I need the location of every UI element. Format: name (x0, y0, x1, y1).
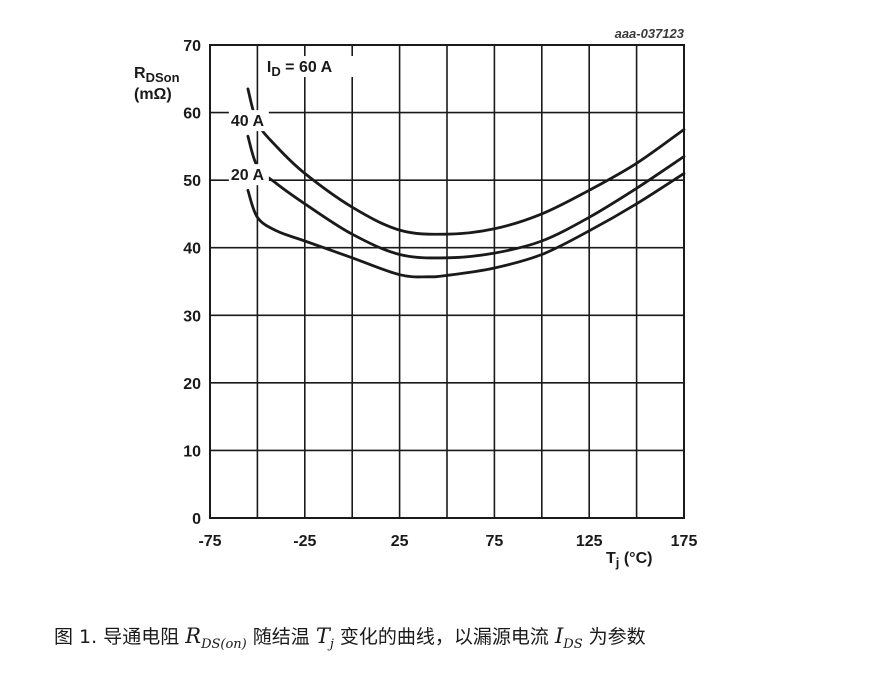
series-label-background (228, 164, 269, 186)
x-tick-labels: -75 -25 25 75 125 175 (198, 533, 697, 550)
rdson-vs-tj-chart: 0 10 20 30 40 50 60 70 -75 -25 25 75 125 175 ID = 60… (134, 26, 697, 570)
caption-mid2: 变化的曲线，以漏源电流 (333, 626, 555, 648)
figure-caption: 图 1. 导通电阻 RDS(on) 随结温 Tj 变化的曲线，以漏源电流 IDS… (54, 622, 646, 652)
caption-ids: IDS (554, 624, 583, 652)
x-tick-label: 25 (391, 533, 409, 550)
series-labels: ID = 60 A 40 A 20 A (228, 56, 355, 186)
series-label: 40 A (231, 113, 265, 130)
series-label-value: = 60 A (281, 59, 333, 76)
caption-tj: Tj (315, 624, 334, 652)
grid (210, 45, 684, 518)
series-label: ID = 60 A (267, 59, 333, 79)
caption-rdson: RDS(on) (185, 624, 246, 652)
caption-mid: 随结温 (246, 626, 316, 648)
x-tick-label: -75 (198, 533, 221, 550)
caption-prefix: 图 1. 导通电阻 (54, 626, 186, 648)
series-label-subscript: D (271, 64, 280, 79)
y-axis-subscript: DSon (146, 70, 180, 85)
caption-t-subscript: j (329, 637, 334, 653)
x-tick-label: 175 (671, 533, 698, 550)
x-axis-subscript: j (615, 555, 620, 570)
x-axis-unit: (°C) (619, 550, 652, 567)
y-tick-label: 40 (183, 241, 201, 258)
series-line-40a (246, 134, 686, 260)
y-tick-label: 50 (183, 173, 201, 190)
series-label: 20 A (231, 167, 265, 184)
y-tick-label: 10 (183, 443, 201, 460)
y-tick-label: 70 (183, 38, 201, 55)
series-line-60a (246, 87, 686, 236)
series-label-symbol: I (267, 59, 271, 76)
x-axis-symbol: T (606, 550, 616, 567)
series-label-background (228, 110, 269, 132)
series-lines (246, 87, 686, 279)
y-tick-label: 60 (183, 106, 201, 123)
figure-id: aaa-037123 (615, 26, 685, 41)
x-axis-title: Tj (°C) (606, 550, 652, 570)
y-axis-unit: (mΩ) (134, 86, 172, 103)
y-tick-label: 20 (183, 376, 201, 393)
series-label-background (264, 56, 355, 78)
y-tick-label: 30 (183, 308, 201, 325)
plot-frame (209, 44, 685, 519)
caption-i-subscript: DS (563, 637, 583, 653)
caption-t-symbol: T (315, 624, 330, 648)
x-tick-label: -25 (293, 533, 316, 550)
caption-i-symbol: I (554, 624, 564, 648)
x-tick-label: 75 (486, 533, 504, 550)
caption-suffix: 为参数 (582, 626, 646, 648)
y-tick-label: 0 (192, 511, 201, 528)
x-tick-label: 125 (576, 533, 603, 550)
series-line-20a (246, 172, 686, 279)
y-tick-labels: 0 10 20 30 40 50 60 70 (183, 38, 201, 528)
y-axis-symbol: R (134, 65, 146, 82)
caption-r-symbol: R (185, 624, 202, 648)
caption-r-subscript: DS(on) (201, 637, 247, 653)
y-axis-title: RDSon (134, 65, 180, 85)
